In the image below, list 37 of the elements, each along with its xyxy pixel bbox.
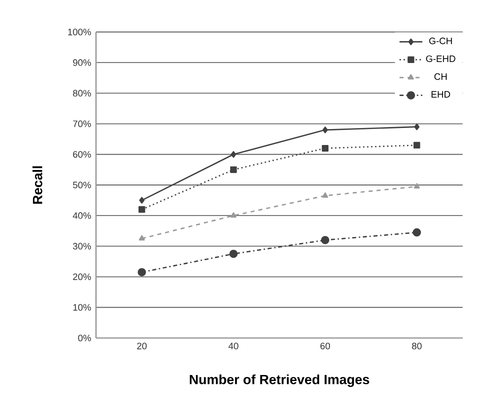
y-tick-label: 50% (72, 182, 91, 188)
legend-label: G-EHD (426, 55, 456, 62)
point (322, 126, 328, 134)
point (139, 196, 145, 204)
point (138, 206, 146, 213)
y-tick-label: 0% (78, 334, 91, 342)
x-tick-label: 40 (228, 342, 238, 350)
y-tick-label: 100% (68, 28, 91, 36)
legend-label: G-CH (429, 38, 452, 44)
point (230, 166, 237, 174)
legend-label: CH (434, 73, 447, 80)
y-tick-label: 10% (73, 304, 91, 311)
x-tick-label: 80 (412, 342, 422, 350)
point (138, 235, 145, 241)
point (413, 142, 420, 149)
y-tick-label: 40% (72, 212, 91, 219)
x-tick-label: 60 (320, 342, 330, 350)
point (414, 124, 420, 130)
legend-label: EHD (432, 91, 450, 98)
point (230, 212, 236, 218)
point (321, 236, 330, 244)
y-tick-label: 90% (73, 59, 91, 66)
y-tick-label: 60% (73, 151, 91, 158)
point (322, 192, 328, 198)
y-axis-title: Recall (32, 166, 42, 204)
point (230, 151, 236, 158)
point (414, 183, 420, 189)
point (229, 250, 238, 258)
x-tick-label: 20 (137, 342, 147, 350)
y-tick-label: 80% (73, 90, 91, 96)
point (412, 228, 421, 237)
x-axis-title: Number of Retrieved Images (190, 374, 370, 387)
point (322, 144, 328, 152)
y-tick-label: 20% (73, 274, 91, 280)
y-tick-label: 70% (73, 120, 91, 128)
point (138, 268, 146, 276)
y-tick-label: 30% (72, 242, 91, 250)
